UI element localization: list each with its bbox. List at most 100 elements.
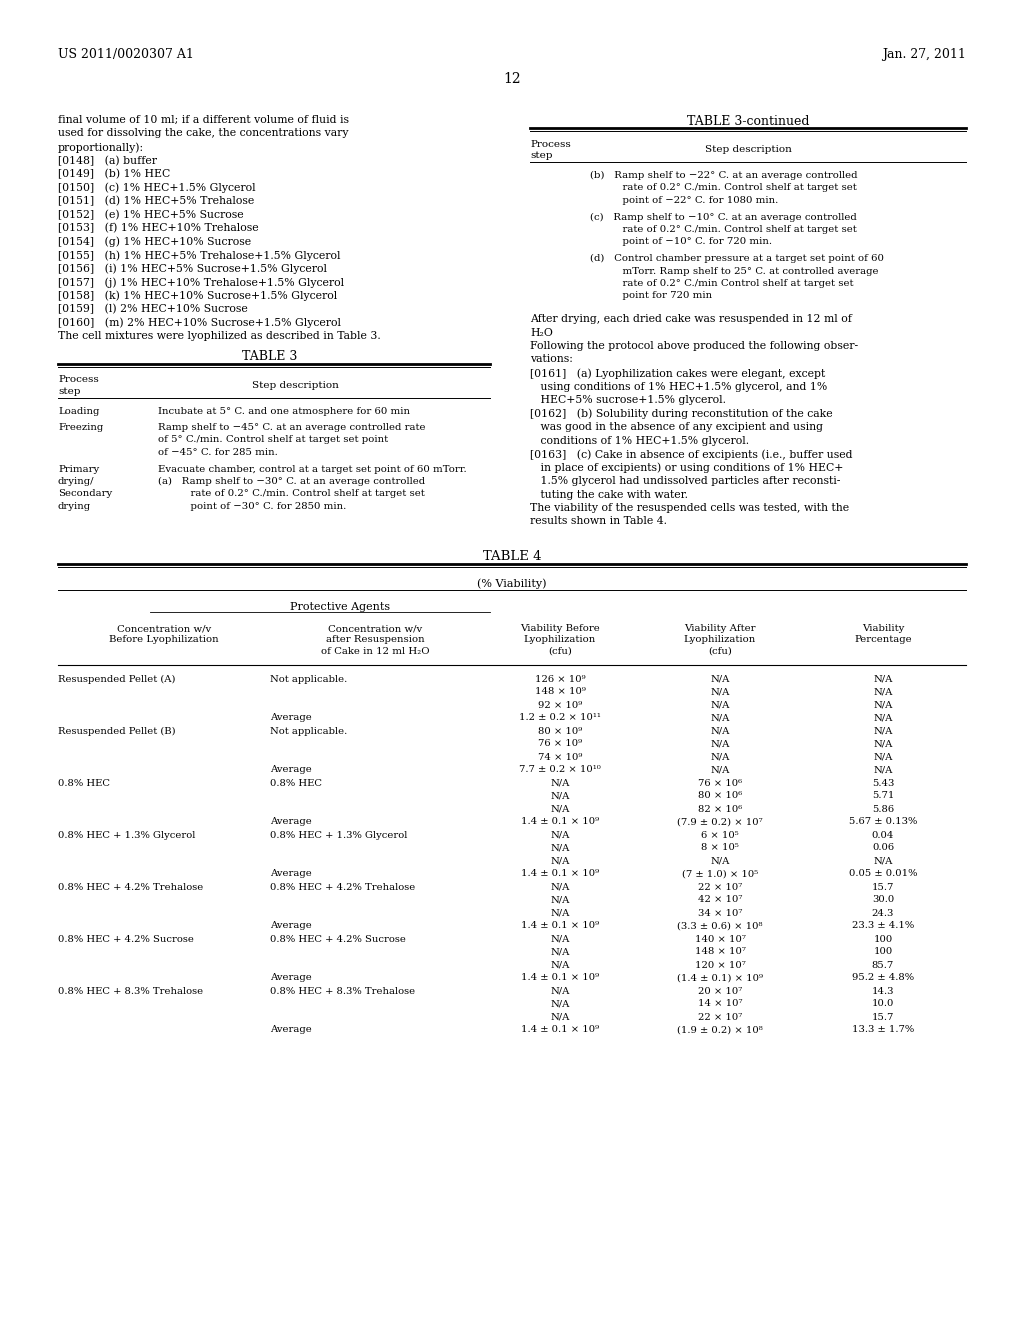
- Text: Average: Average: [270, 921, 311, 931]
- Text: rate of 0.2° C./min. Control shelf at target set: rate of 0.2° C./min. Control shelf at ta…: [158, 490, 425, 499]
- Text: was good in the absence of any excipient and using: was good in the absence of any excipient…: [530, 422, 823, 432]
- Text: [0162]   (b) Solubility during reconstitution of the cake: [0162] (b) Solubility during reconstitut…: [530, 408, 833, 418]
- Text: rate of 0.2° C./min Control shelf at target set: rate of 0.2° C./min Control shelf at tar…: [590, 279, 853, 288]
- Text: 30.0: 30.0: [871, 895, 894, 904]
- Text: 1.4 ± 0.1 × 10⁹: 1.4 ± 0.1 × 10⁹: [521, 974, 599, 982]
- Text: 7.7 ± 0.2 × 10¹⁰: 7.7 ± 0.2 × 10¹⁰: [519, 766, 601, 775]
- Text: N/A: N/A: [873, 766, 893, 775]
- Text: 42 × 10⁷: 42 × 10⁷: [697, 895, 742, 904]
- Text: [0163]   (c) Cake in absence of excipients (i.e., buffer used: [0163] (c) Cake in absence of excipients…: [530, 449, 853, 459]
- Text: Freezing: Freezing: [58, 422, 103, 432]
- Text: rate of 0.2° C./min. Control shelf at target set: rate of 0.2° C./min. Control shelf at ta…: [590, 183, 857, 193]
- Text: 10.0: 10.0: [871, 999, 894, 1008]
- Text: 5.71: 5.71: [871, 792, 894, 800]
- Text: Average: Average: [270, 817, 311, 826]
- Text: point of −10° C. for 720 min.: point of −10° C. for 720 min.: [590, 238, 772, 247]
- Text: [0151]   (d) 1% HEC+5% Trehalose: [0151] (d) 1% HEC+5% Trehalose: [58, 195, 254, 206]
- Text: Ramp shelf to −45° C. at an average controlled rate: Ramp shelf to −45° C. at an average cont…: [158, 422, 426, 432]
- Text: 14 × 10⁷: 14 × 10⁷: [697, 999, 742, 1008]
- Text: of Cake in 12 ml H₂O: of Cake in 12 ml H₂O: [321, 647, 429, 656]
- Text: 5.86: 5.86: [872, 804, 894, 813]
- Text: [0158]   (k) 1% HEC+10% Sucrose+1.5% Glycerol: [0158] (k) 1% HEC+10% Sucrose+1.5% Glyce…: [58, 290, 337, 301]
- Text: mTorr. Ramp shelf to 25° C. at controlled average: mTorr. Ramp shelf to 25° C. at controlle…: [590, 267, 879, 276]
- Text: 1.4 ± 0.1 × 10⁹: 1.4 ± 0.1 × 10⁹: [521, 1026, 599, 1035]
- Text: (7.9 ± 0.2) × 10⁷: (7.9 ± 0.2) × 10⁷: [677, 817, 763, 826]
- Text: step: step: [58, 387, 81, 396]
- Text: N/A: N/A: [711, 857, 730, 866]
- Text: 80 × 10⁹: 80 × 10⁹: [538, 726, 582, 735]
- Text: (1.4 ± 0.1) × 10⁹: (1.4 ± 0.1) × 10⁹: [677, 974, 763, 982]
- Text: N/A: N/A: [550, 779, 569, 788]
- Text: Evacuate chamber, control at a target set point of 60 mTorr.: Evacuate chamber, control at a target se…: [158, 465, 467, 474]
- Text: 34 × 10⁷: 34 × 10⁷: [697, 908, 742, 917]
- Text: N/A: N/A: [711, 766, 730, 775]
- Text: N/A: N/A: [550, 883, 569, 891]
- Text: 76 × 10⁹: 76 × 10⁹: [538, 739, 582, 748]
- Text: conditions of 1% HEC+1.5% glycerol.: conditions of 1% HEC+1.5% glycerol.: [530, 436, 750, 446]
- Text: final volume of 10 ml; if a different volume of fluid is: final volume of 10 ml; if a different vo…: [58, 115, 349, 125]
- Text: Lyophilization: Lyophilization: [524, 635, 596, 644]
- Text: 82 × 10⁶: 82 × 10⁶: [698, 804, 742, 813]
- Text: 148 × 10⁹: 148 × 10⁹: [535, 688, 586, 697]
- Text: N/A: N/A: [711, 752, 730, 762]
- Text: 14.3: 14.3: [871, 986, 894, 995]
- Text: [0156]   (i) 1% HEC+5% Sucrose+1.5% Glycerol: [0156] (i) 1% HEC+5% Sucrose+1.5% Glycer…: [58, 264, 327, 275]
- Text: 85.7: 85.7: [871, 961, 894, 969]
- Text: N/A: N/A: [873, 739, 893, 748]
- Text: N/A: N/A: [873, 752, 893, 762]
- Text: (a)   Ramp shelf to −30° C. at an average controlled: (a) Ramp shelf to −30° C. at an average …: [158, 477, 425, 486]
- Text: Jan. 27, 2011: Jan. 27, 2011: [882, 48, 966, 61]
- Text: N/A: N/A: [711, 726, 730, 735]
- Text: 1.5% glycerol had undissolved particles after reconsti-: 1.5% glycerol had undissolved particles …: [530, 477, 841, 486]
- Text: N/A: N/A: [873, 726, 893, 735]
- Text: point for 720 min: point for 720 min: [590, 292, 712, 301]
- Text: 22 × 10⁷: 22 × 10⁷: [698, 1012, 742, 1022]
- Text: Process: Process: [530, 140, 570, 149]
- Text: 92 × 10⁹: 92 × 10⁹: [538, 701, 582, 710]
- Text: 13.3 ± 1.7%: 13.3 ± 1.7%: [852, 1026, 914, 1035]
- Text: 1.4 ± 0.1 × 10⁹: 1.4 ± 0.1 × 10⁹: [521, 817, 599, 826]
- Text: 148 × 10⁷: 148 × 10⁷: [694, 948, 745, 957]
- Text: 8 × 10⁵: 8 × 10⁵: [701, 843, 739, 853]
- Text: Average: Average: [270, 870, 311, 879]
- Text: Resuspended Pellet (B): Resuspended Pellet (B): [58, 726, 176, 735]
- Text: N/A: N/A: [550, 843, 569, 853]
- Text: 5.67 ± 0.13%: 5.67 ± 0.13%: [849, 817, 918, 826]
- Text: 0.8% HEC: 0.8% HEC: [58, 779, 110, 788]
- Text: After drying, each dried cake was resuspended in 12 ml of: After drying, each dried cake was resusp…: [530, 314, 852, 323]
- Text: TABLE 3: TABLE 3: [243, 351, 298, 363]
- Text: Average: Average: [270, 974, 311, 982]
- Text: after Resuspension: after Resuspension: [326, 635, 424, 644]
- Text: proportionally):: proportionally):: [58, 143, 144, 153]
- Text: N/A: N/A: [550, 792, 569, 800]
- Text: 100: 100: [873, 948, 893, 957]
- Text: (1.9 ± 0.2) × 10⁸: (1.9 ± 0.2) × 10⁸: [677, 1026, 763, 1035]
- Text: [0155]   (h) 1% HEC+5% Trehalose+1.5% Glycerol: [0155] (h) 1% HEC+5% Trehalose+1.5% Glyc…: [58, 249, 341, 260]
- Text: 20 × 10⁷: 20 × 10⁷: [698, 986, 742, 995]
- Text: Average: Average: [270, 766, 311, 775]
- Text: N/A: N/A: [550, 961, 569, 969]
- Text: The cell mixtures were lyophilized as described in Table 3.: The cell mixtures were lyophilized as de…: [58, 331, 381, 341]
- Text: N/A: N/A: [711, 675, 730, 684]
- Text: TABLE 3-continued: TABLE 3-continued: [687, 115, 809, 128]
- Text: Viability After: Viability After: [684, 624, 756, 634]
- Text: 0.06: 0.06: [872, 843, 894, 853]
- Text: 24.3: 24.3: [871, 908, 894, 917]
- Text: point of −22° C. for 1080 min.: point of −22° C. for 1080 min.: [590, 195, 778, 205]
- Text: N/A: N/A: [873, 688, 893, 697]
- Text: US 2011/0020307 A1: US 2011/0020307 A1: [58, 48, 194, 61]
- Text: 23.3 ± 4.1%: 23.3 ± 4.1%: [852, 921, 914, 931]
- Text: [0157]   (j) 1% HEC+10% Trehalose+1.5% Glycerol: [0157] (j) 1% HEC+10% Trehalose+1.5% Gly…: [58, 277, 344, 288]
- Text: N/A: N/A: [550, 935, 569, 944]
- Text: N/A: N/A: [550, 986, 569, 995]
- Text: N/A: N/A: [711, 701, 730, 710]
- Text: 126 × 10⁹: 126 × 10⁹: [535, 675, 586, 684]
- Text: drying: drying: [58, 502, 91, 511]
- Text: 6 × 10⁵: 6 × 10⁵: [701, 830, 738, 840]
- Text: H₂O: H₂O: [530, 327, 553, 338]
- Text: 0.8% HEC: 0.8% HEC: [270, 779, 322, 788]
- Text: 95.2 ± 4.8%: 95.2 ± 4.8%: [852, 974, 914, 982]
- Text: 15.7: 15.7: [871, 1012, 894, 1022]
- Text: Protective Agents: Protective Agents: [290, 602, 390, 612]
- Text: Step description: Step description: [705, 145, 792, 154]
